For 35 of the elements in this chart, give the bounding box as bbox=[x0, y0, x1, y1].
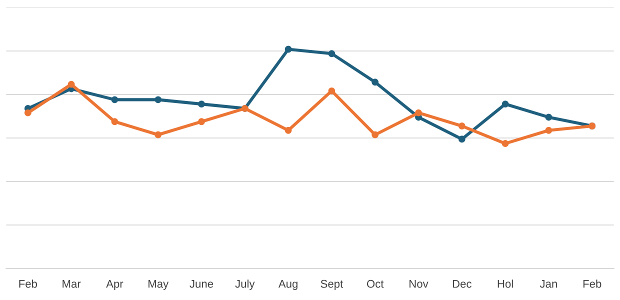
x-tick-label: Feb bbox=[583, 280, 602, 288]
point bbox=[284, 126, 292, 134]
point bbox=[198, 118, 205, 126]
point bbox=[458, 122, 466, 130]
point bbox=[545, 126, 552, 134]
point bbox=[545, 114, 552, 121]
x-tick-label: Dec bbox=[452, 280, 472, 288]
point bbox=[111, 96, 118, 104]
x-tick-label: Apr bbox=[106, 280, 124, 290]
x-tick-label: May bbox=[148, 280, 169, 290]
point bbox=[372, 78, 379, 86]
x-tick-label: Nov bbox=[410, 280, 428, 288]
point bbox=[328, 50, 336, 58]
x-tick-label: June bbox=[190, 280, 214, 288]
point bbox=[154, 96, 162, 104]
point bbox=[328, 87, 336, 94]
x-tick-label: Mar bbox=[62, 280, 81, 288]
x-tick-label: Sept bbox=[320, 280, 344, 290]
point bbox=[458, 136, 466, 143]
point bbox=[154, 131, 162, 138]
x-tick-label: July bbox=[235, 280, 255, 290]
x-tick-label: Hol bbox=[498, 280, 513, 288]
x-tick-label: Feb bbox=[19, 280, 38, 288]
point bbox=[502, 140, 509, 148]
point bbox=[198, 100, 205, 108]
point bbox=[68, 80, 75, 88]
x-tick-label: Oct bbox=[366, 280, 384, 288]
point bbox=[372, 131, 379, 138]
point bbox=[24, 109, 32, 116]
point bbox=[502, 100, 509, 108]
x-tick-label: Jan bbox=[540, 280, 557, 288]
point bbox=[111, 118, 118, 126]
x-tick-label: Aug bbox=[278, 280, 298, 290]
point bbox=[284, 46, 292, 53]
point bbox=[415, 109, 422, 116]
